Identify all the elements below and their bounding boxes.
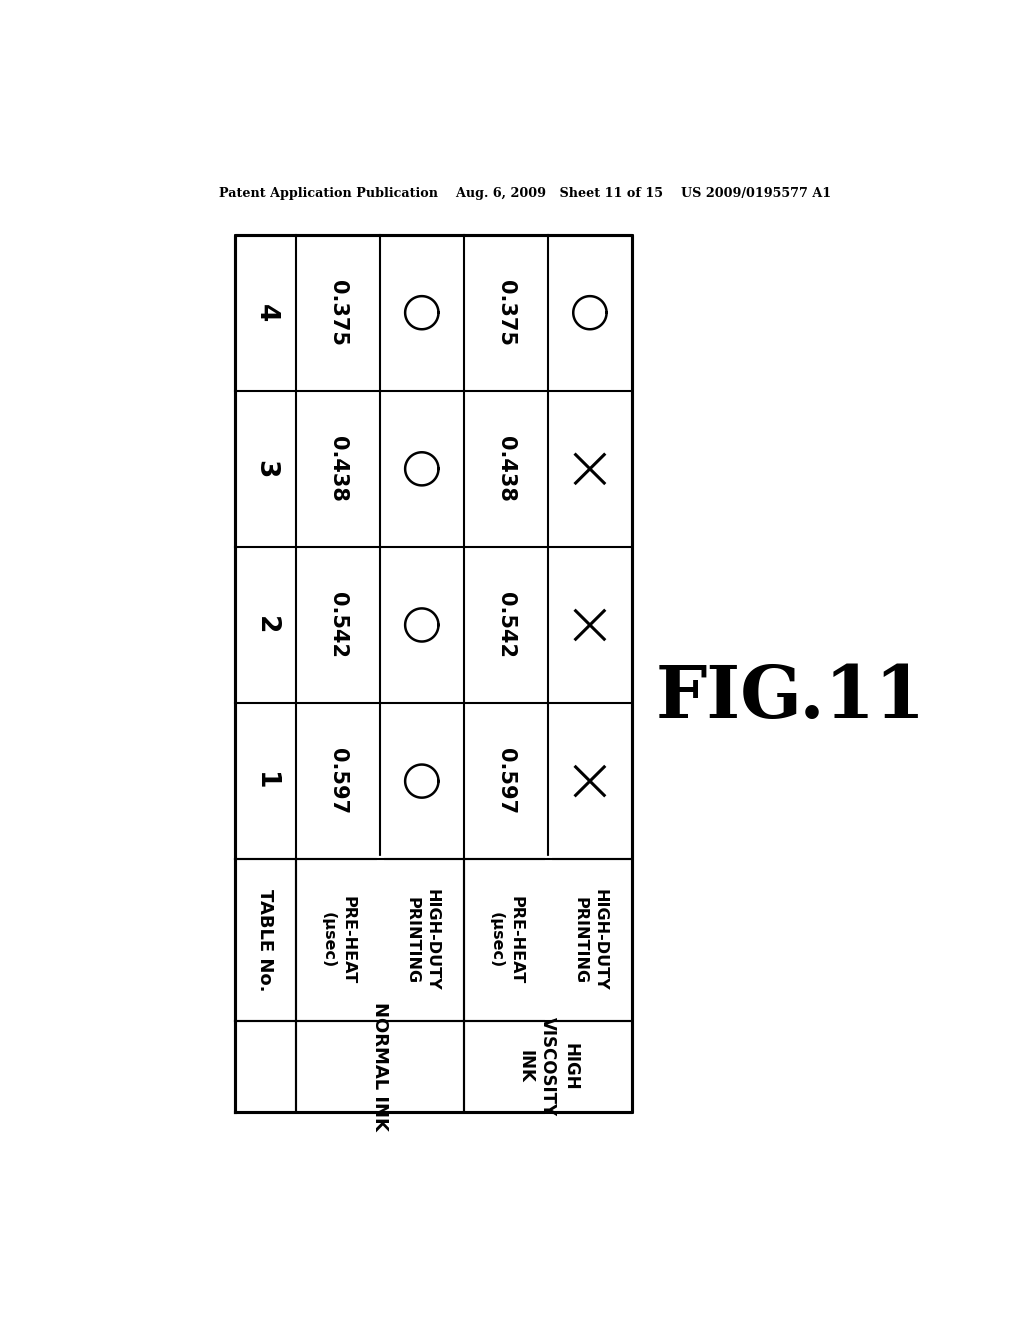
Text: FIG.11: FIG.11 (655, 661, 926, 733)
Text: Patent Application Publication    Aug. 6, 2009   Sheet 11 of 15    US 2009/01955: Patent Application Publication Aug. 6, 2… (219, 187, 830, 199)
Text: NORMAL INK: NORMAL INK (371, 1002, 389, 1131)
Text: 0.597: 0.597 (496, 748, 516, 814)
Text: TABLE No.: TABLE No. (256, 890, 274, 991)
Text: 0.542: 0.542 (328, 591, 348, 657)
Text: 1: 1 (253, 772, 279, 791)
Text: HIGH-DUTY
PRINTING: HIGH-DUTY PRINTING (572, 890, 607, 991)
Text: 0.438: 0.438 (328, 436, 348, 502)
Text: 4: 4 (253, 304, 279, 322)
Text: 0.375: 0.375 (328, 280, 348, 346)
Text: 0.375: 0.375 (496, 280, 516, 346)
Text: HIGH
VISCOSITY
INK: HIGH VISCOSITY INK (517, 1016, 580, 1117)
Text: 0.438: 0.438 (496, 436, 516, 502)
Text: 0.597: 0.597 (328, 748, 348, 814)
Text: PRE-HEAT
(μsec): PRE-HEAT (μsec) (321, 896, 355, 985)
Text: 3: 3 (253, 459, 279, 478)
Text: HIGH-DUTY
PRINTING: HIGH-DUTY PRINTING (404, 890, 439, 991)
Text: 2: 2 (253, 615, 279, 634)
Text: PRE-HEAT
(μsec): PRE-HEAT (μsec) (488, 896, 523, 985)
Text: 0.542: 0.542 (496, 591, 516, 657)
